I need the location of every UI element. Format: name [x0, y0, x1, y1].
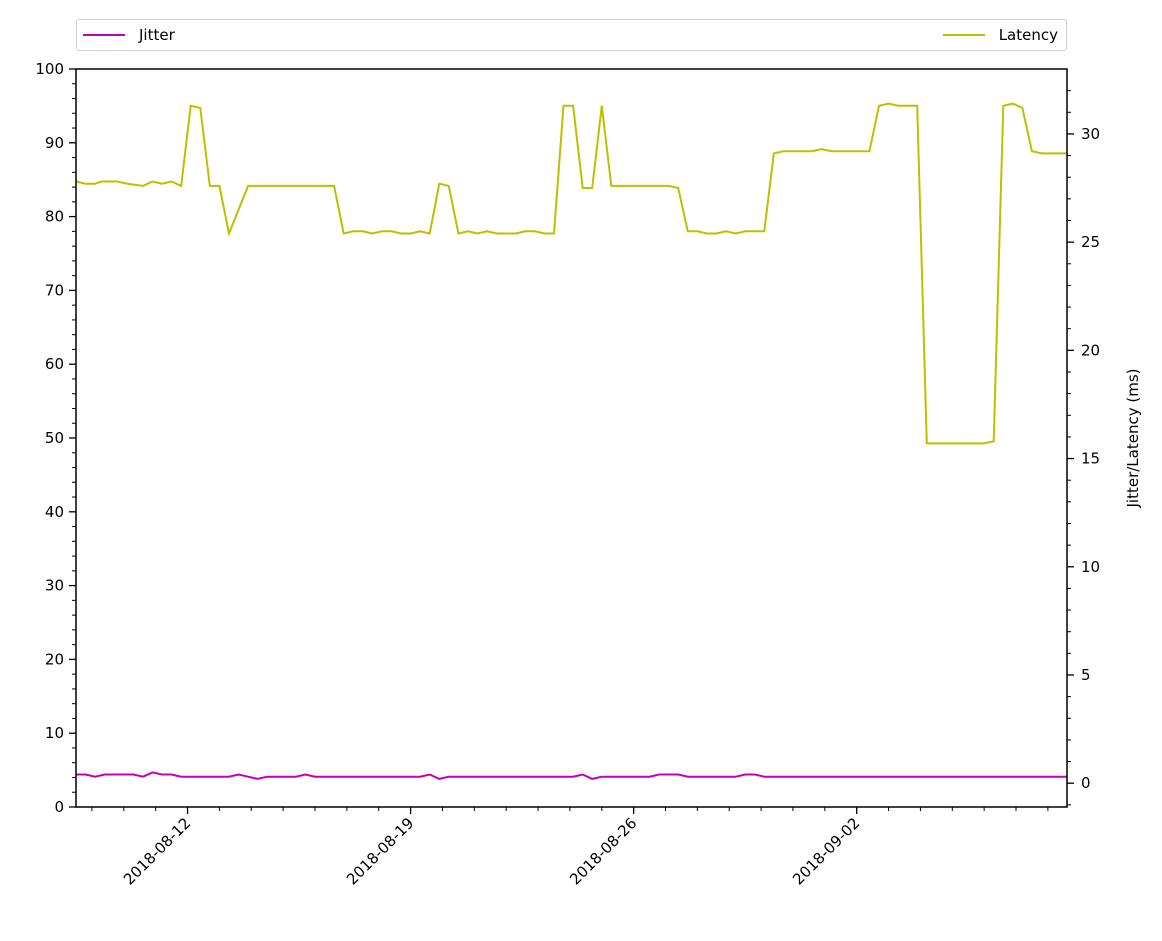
y-right-tick-label: 5 — [1081, 666, 1091, 684]
legend-label-jitter: Jitter — [139, 26, 175, 44]
x-tick-label: 2018-08-19 — [343, 814, 417, 888]
legend-item-jitter: Jitter — [83, 26, 175, 44]
y-right-axis-label: Jitter/Latency (ms) — [1124, 369, 1142, 509]
y-left-tick-label: 100 — [35, 60, 64, 78]
y-left-tick-label: 70 — [45, 281, 64, 299]
y-left-tick-label: 40 — [45, 503, 64, 521]
y-left-tick-label: 90 — [45, 134, 64, 152]
series-line-jitter — [76, 771, 1067, 780]
series-line-latency — [75, 102, 1067, 445]
legend-swatch-jitter — [83, 34, 125, 36]
y-left-tick-label: 20 — [45, 650, 64, 668]
y-left-tick-label: 60 — [45, 355, 64, 373]
y-left-tick-label: 30 — [45, 577, 64, 595]
y-left-tick-label: 10 — [45, 724, 64, 742]
legend-item-latency: Latency — [942, 26, 1058, 44]
x-tick-label: 2018-09-02 — [789, 814, 863, 888]
legend-swatch-latency — [942, 34, 985, 36]
legend-label-latency: Latency — [998, 26, 1058, 44]
y-right-tick-label: 0 — [1081, 774, 1091, 792]
y-right-tick-label: 25 — [1081, 233, 1100, 251]
y-right-tick-label: 15 — [1081, 450, 1100, 468]
legend: Jitter Latency — [76, 19, 1067, 51]
y-left-tick-label: 0 — [54, 798, 64, 816]
y-right-tick-label: 20 — [1081, 341, 1100, 359]
y-left-tick-label: 80 — [45, 208, 64, 226]
x-tick-label: 2018-08-12 — [120, 814, 194, 888]
x-tick-label: 2018-08-26 — [566, 814, 640, 888]
y-right-tick-label: 10 — [1081, 558, 1100, 576]
y-left-tick-label: 50 — [45, 429, 64, 447]
y-right-tick-label: 30 — [1081, 125, 1100, 143]
